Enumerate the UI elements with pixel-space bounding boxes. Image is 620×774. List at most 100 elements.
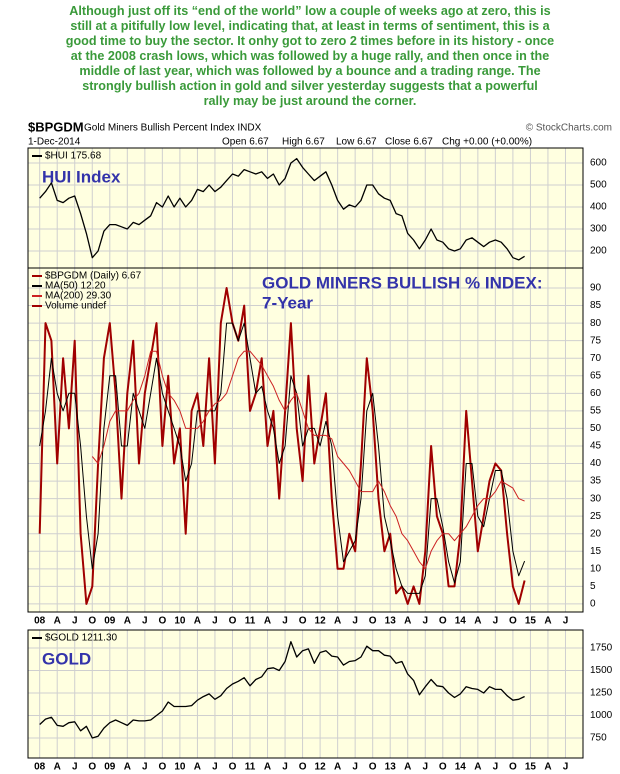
y-tick-label: 750 xyxy=(590,733,607,744)
panel-label: 7-Year xyxy=(262,293,313,312)
x-tick-label: A xyxy=(264,762,271,773)
series-line xyxy=(39,157,525,261)
x-tick-label: 09 xyxy=(104,616,116,627)
y-tick-label: 50 xyxy=(590,423,602,434)
x-tick-label: O xyxy=(88,616,96,627)
y-tick-label: 40 xyxy=(590,458,602,469)
y-tick-label: 600 xyxy=(590,158,607,169)
x-tick-label: O xyxy=(299,762,307,773)
annotation-line: rally may be just around the corner. xyxy=(203,94,417,108)
legend-label: $HUI 175.68 xyxy=(45,151,102,162)
y-tick-label: 10 xyxy=(590,563,602,574)
y-tick-label: 35 xyxy=(590,476,602,487)
panel-label: HUI Index xyxy=(42,167,121,186)
date: 1-Dec-2014 xyxy=(28,137,81,148)
series-line xyxy=(39,641,525,739)
y-tick-label: 90 xyxy=(590,283,602,294)
y-tick-label: 65 xyxy=(590,370,602,381)
x-tick-label: A xyxy=(194,762,201,773)
y-tick-label: 200 xyxy=(590,246,607,257)
x-tick-label: 10 xyxy=(174,762,186,773)
x-tick-label: 14 xyxy=(455,616,467,627)
series-line xyxy=(39,322,526,594)
annotation: Although just off its “end of the world”… xyxy=(0,4,620,109)
x-tick-label: J xyxy=(563,616,569,627)
y-tick-label: 30 xyxy=(590,493,602,504)
open: Open 6.67 xyxy=(222,137,269,148)
legend-label: $GOLD 1211.30 xyxy=(45,633,118,644)
x-tick-label: A xyxy=(474,616,481,627)
x-tick-label: A xyxy=(124,616,131,627)
y-tick-label: 20 xyxy=(590,528,602,539)
panel-label: GOLD xyxy=(42,649,91,668)
x-tick-label: J xyxy=(352,762,358,773)
x-tick-label: 08 xyxy=(34,616,46,627)
y-tick-label: 15 xyxy=(590,546,602,557)
y-tick-label: 85 xyxy=(590,300,602,311)
y-tick-label: 0 xyxy=(590,599,596,610)
x-tick-label: O xyxy=(229,762,237,773)
x-tick-label: O xyxy=(509,762,517,773)
x-tick-label: O xyxy=(158,762,166,773)
plot-frame xyxy=(27,267,584,613)
annotation-line: good time to buy the sector. It onhy got… xyxy=(65,34,555,48)
legend-label: $BPGDM (Daily) 6.67 xyxy=(45,271,142,282)
x-tick-label: A xyxy=(404,762,411,773)
x-tick-label: 15 xyxy=(525,616,537,627)
y-tick-label: 1500 xyxy=(590,665,613,676)
x-tick-label: J xyxy=(282,762,288,773)
panel-label: GOLD MINERS BULLISH % INDEX: xyxy=(262,273,543,292)
x-tick-label: 12 xyxy=(315,616,327,627)
x-tick-label: A xyxy=(194,616,201,627)
x-tick-label: O xyxy=(158,616,166,627)
x-tick-label: O xyxy=(299,616,307,627)
x-tick-label: A xyxy=(54,616,61,627)
x-tick-label: 15 xyxy=(525,762,537,773)
x-tick-label: A xyxy=(404,616,411,627)
y-tick-label: 55 xyxy=(590,406,602,417)
annotation-line: still at a pitifully low level, indicati… xyxy=(70,19,550,33)
series-line xyxy=(91,350,525,570)
y-tick-label: 60 xyxy=(590,388,602,399)
low: Low 6.67 xyxy=(336,137,377,148)
legend-label: MA(200) 29.30 xyxy=(45,291,112,302)
high: High 6.67 xyxy=(282,137,325,148)
x-tick-label: J xyxy=(282,616,288,627)
x-tick-label: J xyxy=(72,616,78,627)
x-tick-label: O xyxy=(509,616,517,627)
y-tick-label: 25 xyxy=(590,511,602,522)
x-tick-label: A xyxy=(54,762,61,773)
y-tick-label: 45 xyxy=(590,441,602,452)
change: Chg +0.00 (+0.00%) xyxy=(442,137,532,148)
x-tick-label: J xyxy=(142,762,148,773)
annotation-line: Although just off its “end of the world”… xyxy=(69,4,551,18)
x-tick-label: J xyxy=(212,616,218,627)
x-tick-label: A xyxy=(264,616,271,627)
x-tick-label: 10 xyxy=(174,616,186,627)
x-tick-label: 11 xyxy=(245,762,256,773)
legend-label: Volume undef xyxy=(45,301,106,312)
x-tick-label: J xyxy=(422,762,428,773)
x-tick-label: O xyxy=(369,616,377,627)
x-tick-label: J xyxy=(352,616,358,627)
plot-area xyxy=(28,630,583,758)
y-tick-label: 500 xyxy=(590,180,607,191)
y-tick-label: 1250 xyxy=(590,688,613,699)
close: Close 6.67 xyxy=(385,137,433,148)
x-tick-label: O xyxy=(229,616,237,627)
annotation-line: strongly bullish action in gold and silv… xyxy=(82,79,538,93)
y-tick-label: 80 xyxy=(590,318,602,329)
x-tick-label: J xyxy=(493,616,499,627)
legend-label: MA(50) 12.20 xyxy=(45,281,106,292)
index-name: Gold Miners Bullish Percent Index INDX xyxy=(84,123,262,134)
x-tick-label: J xyxy=(142,616,148,627)
x-tick-label: A xyxy=(474,762,481,773)
y-tick-label: 70 xyxy=(590,353,602,364)
y-tick-label: 1750 xyxy=(590,643,613,654)
x-tick-label: J xyxy=(212,762,218,773)
y-tick-label: 300 xyxy=(590,224,607,235)
x-tick-label: J xyxy=(72,762,78,773)
x-tick-label: J xyxy=(563,762,569,773)
y-tick-label: 75 xyxy=(590,335,602,346)
